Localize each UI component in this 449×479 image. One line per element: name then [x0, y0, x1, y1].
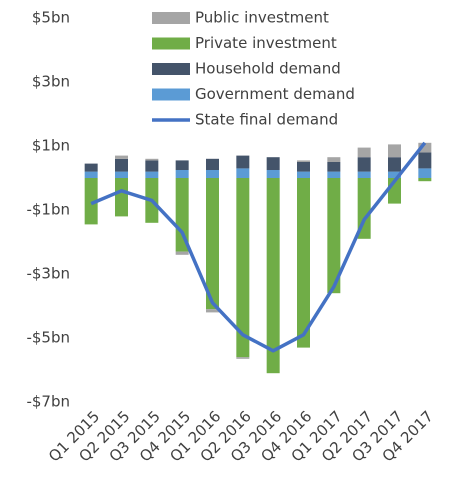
bar-segment: [327, 162, 341, 172]
bar-segment: [145, 160, 159, 172]
bar-segment: [327, 178, 341, 294]
bar-segment: [297, 178, 310, 348]
bar-segment: [175, 251, 189, 255]
y-tick-label: -$3bn: [26, 265, 70, 283]
bar-segment: [236, 155, 250, 169]
bar-segment: [357, 171, 371, 178]
bar-segment: [357, 157, 371, 172]
y-tick-label: -$5bn: [26, 329, 70, 347]
bar-segment: [327, 157, 341, 162]
bar-segment: [175, 170, 189, 178]
line: [90, 141, 427, 353]
legend-marker: [152, 37, 190, 50]
legend-label: Household demand: [195, 60, 341, 78]
bar-segment: [175, 178, 189, 252]
bar-segment: [115, 155, 128, 159]
bar-segment: [266, 170, 280, 178]
bar-segment: [297, 160, 310, 162]
bar-segment: [84, 163, 98, 172]
y-tick-label: $3bn: [32, 73, 70, 91]
legend-label: State final demand: [195, 111, 338, 129]
bar-segment: [206, 158, 219, 170]
bar-segment: [297, 162, 310, 172]
y-tick-label: $5bn: [32, 9, 70, 27]
bar-segment: [266, 157, 280, 170]
bar-segment: [297, 171, 310, 178]
bar-segment: [418, 142, 432, 153]
bar-segment: [388, 144, 401, 158]
bar-segment: [388, 171, 401, 178]
bar-segment: [115, 158, 128, 172]
legend-marker: [152, 88, 190, 101]
bar-segment: [357, 147, 371, 158]
bar-segment: [145, 171, 159, 178]
legend-marker: [152, 12, 190, 24]
bar-segment: [84, 171, 98, 178]
bar-segment: [206, 178, 219, 310]
bar-segment: [115, 178, 128, 217]
legend-label: Government demand: [195, 85, 355, 103]
bar-segment: [175, 160, 189, 170]
bar-segment: [418, 178, 432, 182]
y-tick-label: -$1bn: [26, 201, 70, 219]
y-tick-label: $1bn: [32, 137, 70, 155]
bar-segment: [418, 168, 432, 178]
bar-segment: [236, 357, 250, 359]
bar-segment: [84, 178, 98, 225]
legend-label: Private investment: [195, 34, 337, 52]
bar-segment: [327, 171, 341, 178]
bar-segment: [236, 168, 250, 178]
y-tick-label: -$7bn: [26, 393, 70, 411]
legend-marker: [152, 63, 190, 75]
bar-segment: [206, 170, 219, 178]
bar-segment: [266, 178, 280, 374]
bar-segment: [145, 158, 159, 161]
bar-segment: [206, 309, 219, 313]
bar-segment: [236, 178, 250, 358]
bar-segment: [115, 171, 128, 178]
legend-label: Public investment: [195, 9, 329, 27]
bar-segment: [418, 152, 432, 169]
bar-segment: [388, 157, 401, 172]
